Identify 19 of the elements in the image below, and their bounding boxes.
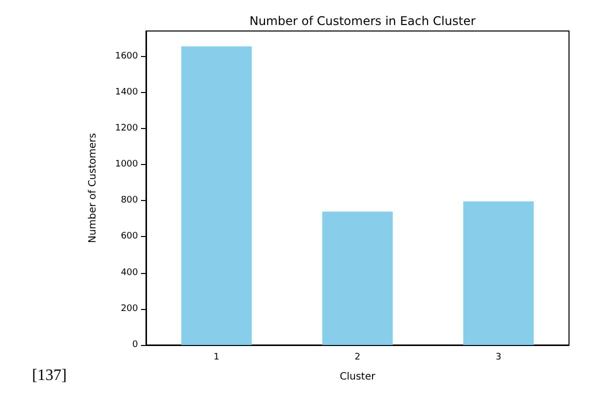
y-tick-label: 400 [120, 268, 138, 278]
y-tick-label: 0 [132, 340, 138, 350]
y-tick-label: 1000 [115, 160, 138, 170]
y-tick-label: 1600 [115, 51, 138, 62]
y-tick-label: 200 [120, 304, 138, 314]
y-tick-label: 800 [120, 196, 138, 206]
chart-title: Number of Customers in Each Cluster [249, 14, 476, 28]
y-tick-label: 1200 [115, 123, 138, 134]
bar [181, 46, 252, 345]
x-tick-label: 2 [354, 352, 360, 362]
bar [463, 201, 534, 345]
y-tick-label: 600 [120, 232, 138, 242]
y-axis-title: Number of Customers [88, 133, 98, 243]
y-tick-label: 1400 [115, 87, 138, 98]
text: [137] [32, 367, 67, 385]
x-tick-label: 1 [214, 352, 220, 362]
x-axis-title: Cluster [340, 372, 376, 382]
x-tick-label: 3 [496, 352, 502, 362]
bar [322, 212, 393, 345]
